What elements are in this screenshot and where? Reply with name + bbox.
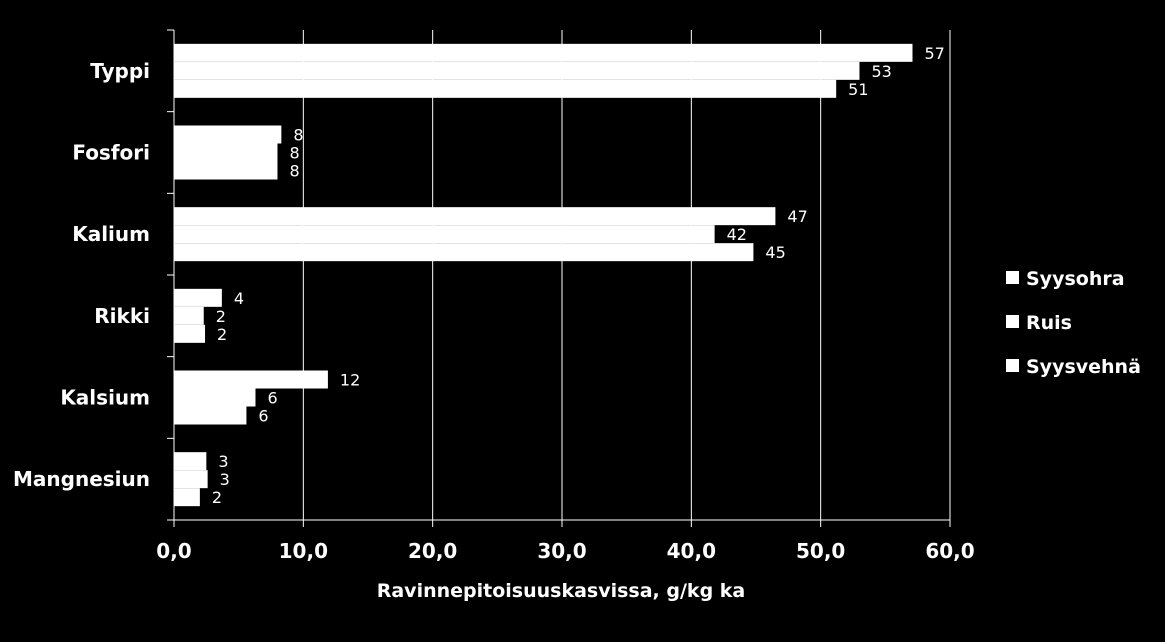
data-label: 12 — [340, 371, 360, 390]
x-tick-label: 10,0 — [279, 539, 328, 563]
bar — [174, 388, 256, 407]
category-label: Typpi — [90, 59, 150, 83]
bar — [174, 370, 328, 389]
gridlines — [302, 30, 951, 520]
data-label: 47 — [787, 207, 807, 226]
bar — [174, 161, 278, 180]
legend-swatch — [1006, 315, 1019, 328]
data-label: 8 — [289, 144, 299, 163]
category-label: Kalsium — [60, 386, 150, 410]
data-label: 8 — [293, 126, 303, 145]
axes — [167, 29, 951, 527]
bar — [174, 207, 776, 226]
legend-label: Ruis — [1026, 312, 1072, 334]
data-label: 2 — [216, 307, 226, 326]
bars — [174, 43, 913, 507]
category-label: Mangnesiun — [13, 467, 150, 491]
data-label: 2 — [212, 488, 222, 507]
data-label: 8 — [289, 162, 299, 181]
data-label: 42 — [727, 225, 747, 244]
x-tick-label: 60,0 — [925, 539, 974, 563]
bar — [174, 225, 715, 244]
bar — [174, 125, 282, 144]
bar — [174, 143, 278, 162]
data-label: 4 — [234, 289, 244, 308]
category-label: Kalium — [72, 222, 150, 246]
data-label: 6 — [258, 407, 268, 426]
data-label: 2 — [217, 325, 227, 344]
bar — [174, 79, 837, 98]
bar — [174, 243, 754, 262]
x-tick-label: 0,0 — [156, 539, 191, 563]
bar — [174, 43, 913, 62]
legend: Syysohra Ruis Syysvehnä — [1006, 268, 1141, 378]
bar — [174, 488, 200, 507]
data-label: 6 — [267, 389, 277, 408]
x-tick-label: 50,0 — [796, 539, 845, 563]
data-label: 3 — [220, 470, 230, 489]
data-label: 53 — [871, 62, 891, 81]
data-label: 57 — [924, 44, 944, 63]
data-label: 51 — [848, 80, 868, 99]
legend-swatch — [1006, 359, 1019, 372]
bar — [174, 61, 860, 80]
bar — [174, 324, 206, 343]
data-label: 45 — [765, 243, 785, 262]
bar — [174, 406, 247, 425]
legend-label: Syysvehnä — [1026, 356, 1141, 378]
data-label: 3 — [218, 452, 228, 471]
bar — [174, 288, 222, 307]
x-tick-label: 20,0 — [408, 539, 457, 563]
category-label: Rikki — [94, 304, 150, 328]
x-tick-label: 40,0 — [667, 539, 716, 563]
x-axis-title: Ravinnepitoisuuskasvissa, g/kg ka — [377, 580, 746, 602]
bar — [174, 470, 208, 489]
x-tick-label: 30,0 — [537, 539, 586, 563]
legend-label: Syysohra — [1026, 268, 1125, 290]
bar — [174, 306, 204, 325]
category-label: Fosfori — [72, 141, 150, 165]
bar — [174, 452, 207, 471]
legend-swatch — [1006, 271, 1019, 284]
